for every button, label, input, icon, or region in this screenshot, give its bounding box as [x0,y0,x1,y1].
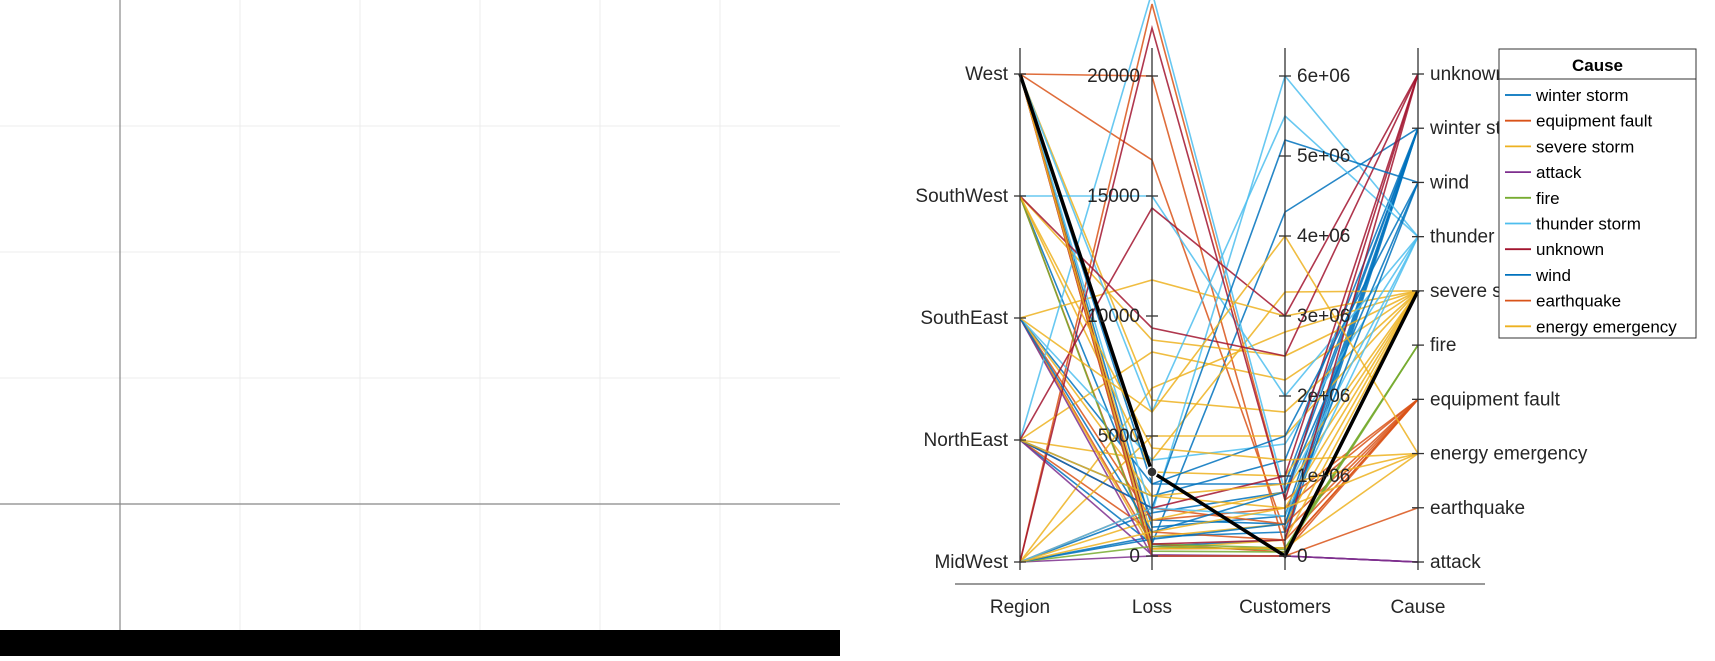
tick-label-customers-0: 0 [1297,546,1308,567]
tick-label-cause-unknown: unknown [1430,64,1506,85]
series-line-earthquake-50 [1019,73,1419,557]
series-line-severe-storm-26 [1019,290,1419,563]
series-line-winter-storm-4 [1019,127,1419,525]
empty-axes-grid [0,0,840,630]
tick-label-loss-20000: 20000 [1087,66,1140,87]
series-line-severe-storm-22 [1019,290,1419,509]
series-line-severe-storm-25 [1019,195,1419,477]
tick-label-loss-5000: 5000 [1098,426,1140,447]
legend-entry-earthquake: earthquake [1536,292,1621,311]
tick-label-cause-energy-emergency: energy emergency [1430,444,1588,465]
series-line-wind-46 [1019,73,1419,486]
tick-label-customers-5e-06: 5e+06 [1297,146,1350,167]
empty-axes-panel [0,0,840,656]
tick-label-loss-0: 0 [1129,546,1140,567]
series-lines [1019,0,1419,563]
empty-axes [0,0,840,630]
tick-label-customers-2e-06: 2e+06 [1297,386,1350,407]
tick-label-customers-1e-06: 1e+06 [1297,466,1350,487]
series-line-severe-storm-24 [1019,73,1419,538]
legend: Cause winter storm equipment fault severe s… [1498,48,1697,339]
axis-label-customers: Customers [1239,597,1331,618]
series-line-unknown-43 [1019,24,1419,563]
tick-label-customers-6e-06: 6e+06 [1297,66,1350,87]
series-line-equipment-fault-12 [1019,398,1419,541]
legend-entry-equipment-fault: equipment fault [1536,112,1653,131]
legend-entry-winter-storm: winter storm [1535,86,1629,105]
highlighted-series-line [1018,73,1420,559]
series-line-winter-storm-5 [1019,127,1419,546]
legend-entry-fire: fire [1536,189,1560,208]
series-line-energy-emergency-51 [1019,195,1419,461]
tick-label-cause-equipment-fault: equipment fault [1430,389,1561,410]
axis-label-region: Region [990,597,1050,618]
tick-label-customers-3e-06: 3e+06 [1297,306,1350,327]
tick-label-loss-15000: 15000 [1087,186,1140,207]
legend-entry-unknown: unknown [1536,240,1604,259]
series-line-winter-storm-2 [1019,127,1419,563]
legend-entry-severe-storm: severe storm [1536,137,1634,156]
legend-entry-energy-emergency: energy emergency [1536,317,1677,336]
tick-label-loss-10000: 10000 [1087,306,1140,327]
tick-label-cause-earthquake: earthquake [1430,498,1525,519]
series-line-severe-storm-17 [1019,279,1419,319]
tick-label-cause-fire: fire [1430,335,1456,356]
tick-label-region-midwest: MidWest [934,552,1008,573]
series-line-thunder-storm-36 [1020,195,1419,398]
series-line-severe-storm-21 [1019,290,1419,563]
tick-label-region-southeast: SouthEast [920,308,1008,329]
series-line-wind-48 [1019,182,1419,563]
axis-label-loss: Loss [1132,597,1172,618]
tick-label-customers-4e-06: 4e+06 [1297,226,1350,247]
legend-box [1498,48,1697,339]
parallel-coordinates-plot: MidWest NorthEast SouthEast SouthWest West Re… [840,0,1715,656]
series-line-severe-storm-27 [1019,290,1419,550]
axis-customers: 0 1e+06 2e+06 3e+06 4e+06 5e+06 6e+06 Customers [1239,48,1350,618]
series-line-thunder-storm-38 [1019,236,1419,461]
series-line-energy-emergency-53 [1019,234,1419,455]
series-line-thunder-storm-37 [1019,0,1419,495]
series-line-energy-emergency-54 [1019,439,1419,497]
tick-label-cause-wind: wind [1429,172,1469,193]
series-line-energy-emergency-55 [1019,73,1419,550]
axis-label-cause: Cause [1391,597,1446,618]
tick-label-region-southwest: SouthWest [915,186,1008,207]
axis-loss: 0 5000 10000 15000 20000 Loss [1087,48,1172,618]
axis-region: MidWest NorthEast SouthEast SouthWest West Re… [915,48,1050,618]
tick-label-region-northeast: NorthEast [924,430,1009,451]
legend-entry-attack: attack [1536,163,1582,182]
series-line-severe-storm-23 [1019,290,1419,461]
bottom-black-bar [0,630,840,656]
series-line-equipment-fault-9 [1019,73,1419,534]
parallel-coordinates-svg: MidWest NorthEast SouthEast SouthWest West Re… [915,0,1697,618]
series-line-energy-emergency-52 [1019,452,1419,563]
legend-entry-thunder-storm: thunder storm [1536,215,1641,234]
tick-label-region-west: West [965,64,1009,85]
legend-entry-wind: wind [1535,266,1571,285]
legend-title: Cause [1572,56,1623,75]
tick-label-cause-attack: attack [1430,552,1481,573]
series-line-unknown-42 [1019,73,1419,357]
axis-cause: attack earthquake energy emergency equipmen… [1391,48,1588,618]
